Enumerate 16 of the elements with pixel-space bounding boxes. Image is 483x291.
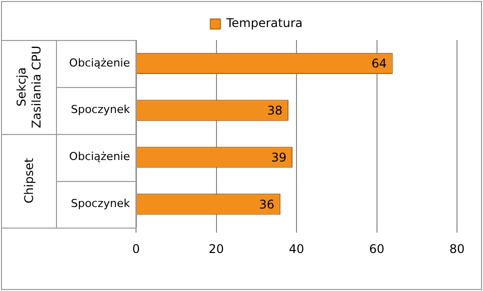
data-label: 38 — [267, 103, 282, 118]
text: Chipset — [22, 158, 36, 204]
data-label: 36 — [259, 197, 274, 212]
y-tick-label: Obciążenie — [69, 56, 130, 70]
x-tick-label: 20 — [208, 242, 224, 256]
x-tick-label: 60 — [369, 242, 384, 256]
data-label: 64 — [372, 56, 387, 71]
data-label: 39 — [271, 150, 286, 164]
x-tick-label: 40 — [288, 242, 304, 256]
y-tick-label: Spoczynek — [70, 103, 131, 116]
y-tick-label: Spoczynek — [70, 197, 131, 210]
y-tick-label: Obciążenie — [69, 150, 130, 164]
legend-label: Temperatura — [225, 16, 303, 30]
x-tick-label: 80 — [449, 242, 465, 256]
x-tick-label: 0 — [132, 242, 140, 256]
text: Sekcja Zasilania CPU — [14, 46, 44, 128]
